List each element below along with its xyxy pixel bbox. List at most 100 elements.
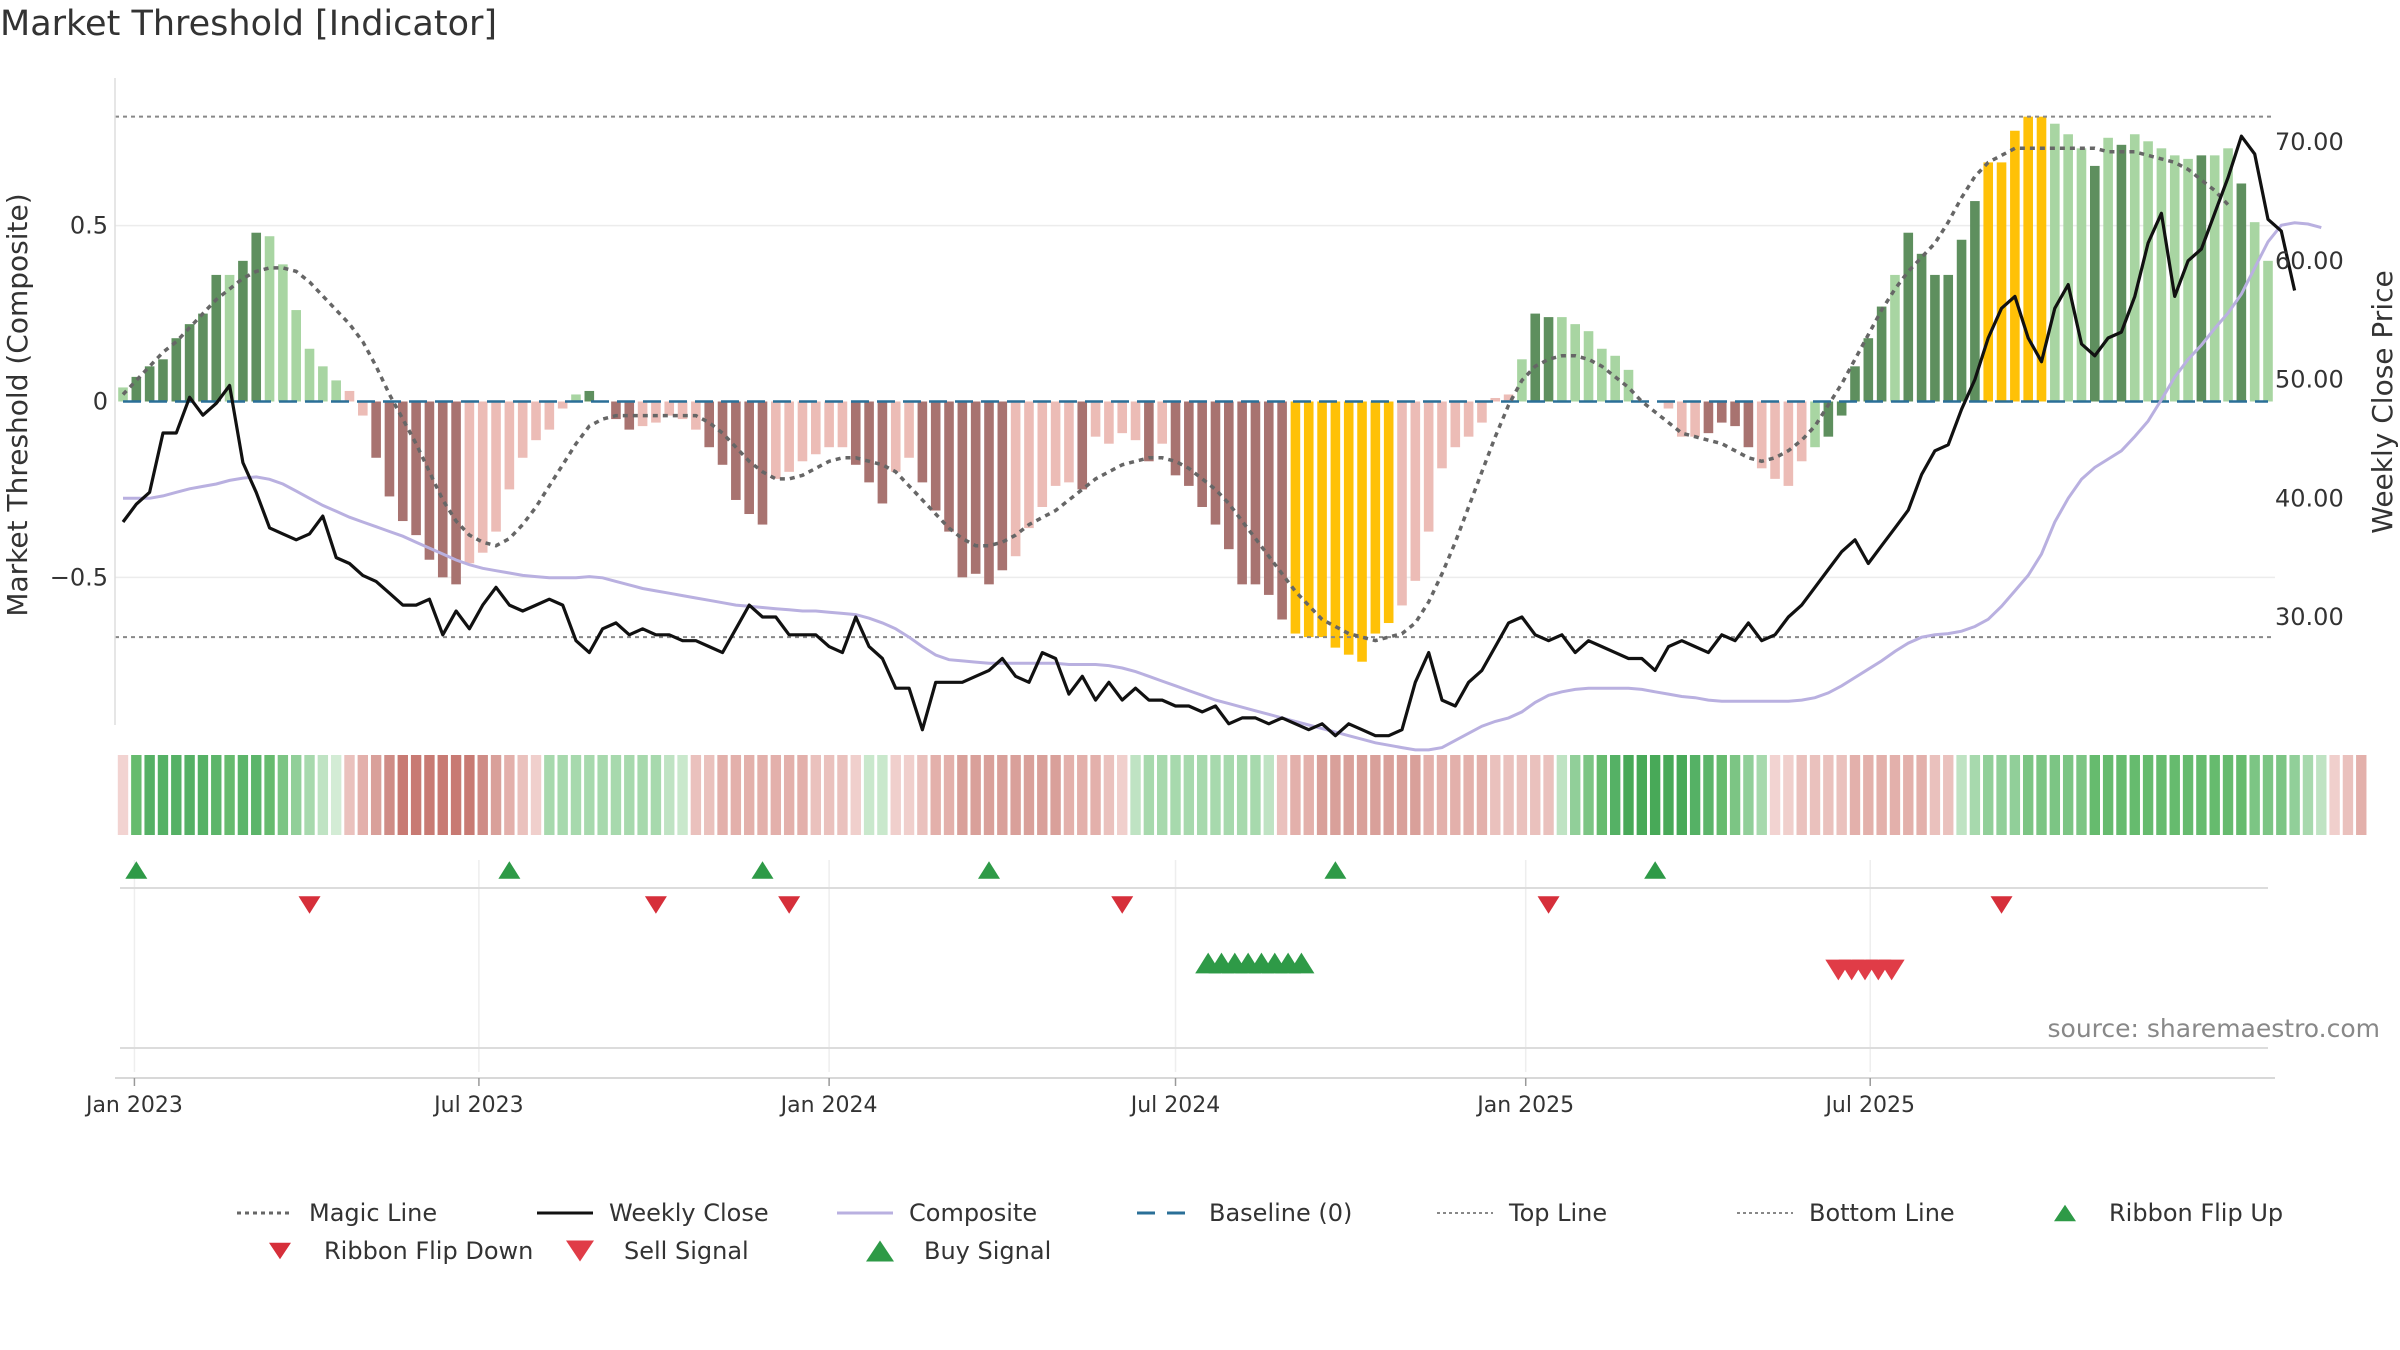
composite-bar — [1437, 401, 1447, 469]
signal-markers — [115, 861, 2275, 1079]
legend-swatch — [866, 1240, 894, 1262]
ribbon-cell — [2356, 755, 2367, 835]
composite-bar — [1463, 401, 1474, 437]
composite-bar — [1930, 274, 1940, 402]
composite-bar — [2183, 158, 2193, 402]
composite-bar — [1423, 401, 1434, 532]
ribbon-cell — [1543, 755, 1554, 835]
ribbon-cell — [2342, 755, 2354, 835]
ribbon-cell — [1676, 755, 1687, 835]
composite-bar — [131, 376, 142, 402]
ribbon-cell — [1236, 755, 1248, 835]
composite-bar — [1943, 274, 1954, 402]
ribbon-cell — [1450, 755, 1461, 835]
legend-label: Sell Signal — [624, 1237, 749, 1265]
composite-bar — [810, 401, 821, 455]
composite-bar — [1010, 401, 1021, 557]
composite-bar — [144, 366, 155, 402]
composite-bar — [2063, 134, 2073, 402]
composite-bar — [1970, 201, 1980, 402]
composite-bar — [704, 401, 715, 448]
composite-bar — [2129, 134, 2140, 402]
composite-bar — [717, 401, 728, 465]
composite-bar — [278, 264, 288, 402]
legend-label: Composite — [909, 1199, 1038, 1227]
composite-line — [123, 221, 2322, 752]
composite-bar — [1663, 401, 1674, 409]
ribbon-cell — [2276, 755, 2287, 835]
ribbon-cell — [410, 755, 422, 835]
legend-label: Bottom Line — [1809, 1199, 1955, 1227]
composite-bar — [184, 324, 195, 402]
composite-bar — [997, 401, 1008, 571]
composite-bar — [2249, 222, 2260, 402]
ribbon-cell — [197, 755, 209, 835]
composite-bar — [1184, 401, 1194, 486]
legend-item: Composite — [835, 1195, 1037, 1231]
composite-bar — [211, 274, 222, 402]
composite-bar — [797, 401, 808, 462]
legend-label: Top Line — [1509, 1199, 1608, 1227]
composite-bar — [1716, 401, 1727, 423]
ribbon-cell — [1210, 755, 1221, 835]
composite-bar — [930, 401, 941, 511]
composite-bar — [757, 401, 768, 525]
ribbon-cell — [584, 755, 595, 835]
composite-bar — [1477, 401, 1487, 423]
composite-bar — [371, 401, 381, 458]
x-axis: Jan 2023 Jul 2023 Jan 2024 Jul 2024 Jan 2025… — [84, 1078, 1915, 1118]
ribbon-cell — [1156, 755, 1168, 835]
ribbon-cell — [1836, 755, 1847, 835]
ribbon-cell — [1943, 755, 1954, 835]
composite-bar — [890, 401, 901, 472]
composite-bar — [1104, 401, 1114, 444]
ribbon-cell — [2156, 755, 2167, 835]
composite-bar — [1303, 401, 1314, 638]
ribbon-cell — [224, 755, 235, 835]
x-tick-label: Jul 2024 — [1129, 1093, 1221, 1118]
ribbon-cell — [344, 755, 355, 835]
ribbon-cell — [2249, 755, 2260, 835]
composite-bar — [2263, 260, 2273, 402]
ribbon-cell — [1276, 755, 1288, 835]
composite-bar — [771, 401, 781, 479]
ribbon-cell — [1170, 755, 1181, 835]
ribbon-cell — [1436, 755, 1448, 835]
ribbon-cell — [743, 755, 755, 835]
composite-bar — [1450, 401, 1461, 448]
ribbon-cell — [2076, 755, 2087, 835]
composite-bar — [1157, 401, 1167, 444]
composite-bar — [531, 401, 541, 441]
y-right-axis-label: Weekly Close Price — [2366, 270, 2399, 533]
ribbon-cell — [1130, 755, 1141, 835]
ribbon-cell — [1663, 755, 1674, 835]
composite-bar — [2023, 116, 2033, 402]
composite-bar — [904, 401, 914, 458]
ribbon-cell — [957, 755, 968, 835]
composite-bar — [411, 401, 421, 536]
composite-bar — [358, 401, 368, 416]
ribbon-cell — [903, 755, 915, 835]
composite-bar — [464, 401, 475, 564]
composite-bar — [877, 401, 888, 504]
y-right-tick-label: 50.00 — [2275, 366, 2344, 394]
ribbon-cell — [1889, 755, 1901, 835]
ribbon-cell — [783, 755, 795, 835]
ribbon-cell — [291, 755, 302, 835]
chart-title: Market Threshold [Indicator] — [0, 4, 498, 44]
composite-bar — [1796, 401, 1807, 462]
composite-bar — [1956, 239, 1967, 402]
ribbon-cell — [1516, 755, 1528, 835]
composite-bar — [1144, 401, 1154, 462]
ribbon-cell — [1356, 755, 1368, 835]
ribbon-cell — [637, 755, 648, 835]
ribbon-cell — [1956, 755, 1967, 835]
legend-label: Ribbon Flip Down — [324, 1237, 534, 1265]
composite-bar — [1543, 317, 1554, 402]
ribbon-cell — [131, 755, 142, 835]
ribbon-cell — [251, 755, 262, 835]
ribbon-cell — [2116, 755, 2127, 835]
x-tick-label: Jan 2023 — [84, 1093, 183, 1118]
composite-bar — [1397, 401, 1407, 606]
composite-bar — [1197, 401, 1207, 507]
